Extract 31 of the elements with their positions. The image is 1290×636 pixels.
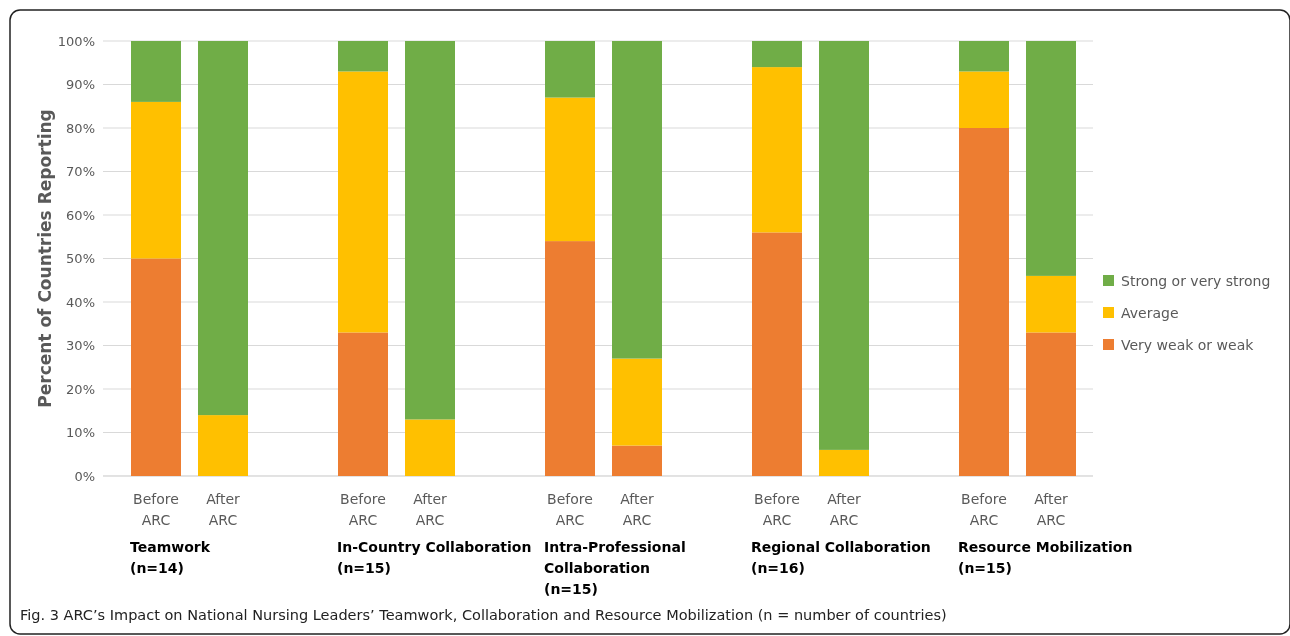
text: Fig. 3 ARC’s Impact on National Nursing Leaders’ Teamwork, Collaboration and Resource Mobilization (n = number of countries) <box>20 607 947 623</box>
y-tick-label: 70% <box>66 164 95 180</box>
y-tick-label: 20% <box>66 381 95 397</box>
text: In-Country Collaboration (n=15) <box>337 539 532 576</box>
y-axis-title: Percent of Countries Reporting <box>35 109 55 408</box>
x-tick-label: Before ARC <box>547 491 593 528</box>
x-tick-label: Before ARC <box>340 491 386 528</box>
y-tick-label: 100% <box>57 33 95 49</box>
x-tick-label: After ARC <box>827 491 862 528</box>
legend-label: Average <box>1121 304 1179 321</box>
y-tick-label: 0% <box>74 468 95 484</box>
text: Resource Mobilization (n=15) <box>958 539 1133 576</box>
text: Teamwork (n=14) <box>130 539 211 576</box>
x-tick-label: After ARC <box>413 491 448 528</box>
y-tick-label: 50% <box>66 251 95 267</box>
x-tick-label: Before ARC <box>754 491 800 528</box>
x-tick-label: Before ARC <box>133 491 179 528</box>
y-tick-label: 40% <box>66 294 95 310</box>
y-tick-label: 60% <box>66 207 95 223</box>
x-tick-label: After ARC <box>620 491 655 528</box>
x-tick-label: After ARC <box>206 491 241 528</box>
y-tick-label: 10% <box>66 425 95 441</box>
y-tick-label: 30% <box>66 338 95 354</box>
x-tick-label: Before ARC <box>961 491 1007 528</box>
legend-label: Very weak or weak <box>1121 336 1255 353</box>
legend-label: Strong or very strong <box>1121 272 1271 289</box>
x-tick-label: After ARC <box>1034 491 1069 528</box>
y-tick-label: 90% <box>66 77 95 93</box>
text: Regional Collaboration (n=16) <box>751 539 931 576</box>
y-tick-label: 80% <box>66 120 95 136</box>
text: Intra-Professional Collaboration (n=15) <box>544 539 686 597</box>
